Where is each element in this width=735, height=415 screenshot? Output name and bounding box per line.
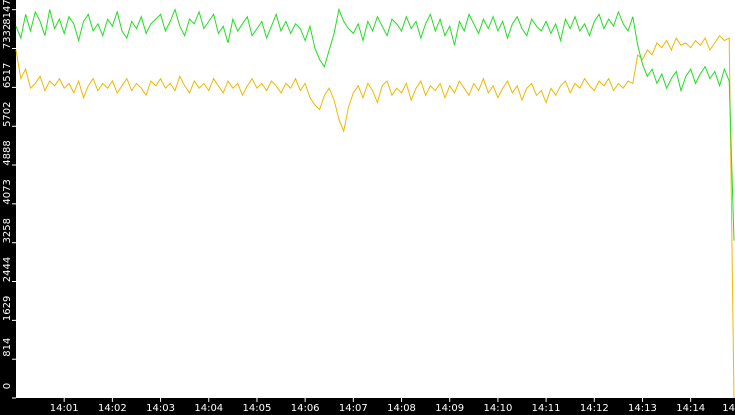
y-tick-label: 5702 [2, 101, 13, 126]
y-tick-label: 3258 [2, 218, 13, 243]
x-tick-label: 14:06 [291, 403, 320, 414]
x-tick-label: 14:13 [628, 403, 657, 414]
y-axis-strip [0, 0, 16, 415]
x-tick-label: 14:02 [98, 403, 127, 414]
x-tick-label: 14:12 [580, 403, 609, 414]
series-line [15, 34, 735, 399]
x-tick-label: 14:14 [676, 403, 705, 414]
x-tick-label: 14:05 [243, 403, 272, 414]
x-tick-label: 14:09 [435, 403, 464, 414]
y-tick-label: 0 [2, 383, 13, 389]
x-tick-label: 14 [722, 403, 735, 414]
x-tick-label: 14:03 [146, 403, 175, 414]
x-axis-strip [0, 398, 735, 415]
x-tick-label: 14:08 [387, 403, 416, 414]
x-tick-label: 14:04 [194, 403, 223, 414]
x-tick-label: 14:11 [532, 403, 561, 414]
y-tick-label: 4888 [2, 140, 13, 165]
x-tick-label: 14:10 [483, 403, 512, 414]
y-tick-label: 4073 [2, 179, 13, 204]
y-tick-label: 1629 [2, 296, 13, 321]
y-tick-label: 814 [2, 338, 13, 357]
y-tick-label: 2444 [2, 257, 13, 282]
y-tick-label: 8147 [2, 0, 13, 25]
x-tick-label: 14:01 [50, 403, 79, 414]
x-tick-label: 14:07 [339, 403, 368, 414]
y-tick-label: 7332 [2, 24, 13, 49]
series-line [15, 7, 735, 241]
y-tick-label: 6517 [2, 63, 13, 88]
